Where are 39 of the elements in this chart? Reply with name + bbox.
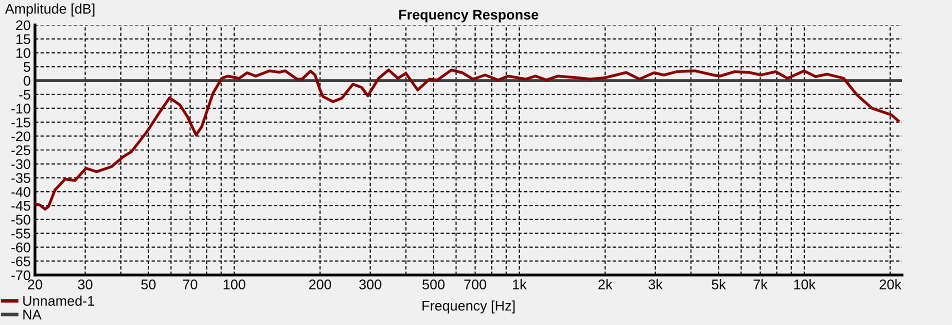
x-tick-label: 100 (224, 280, 246, 290)
y-tick-label: 15 (16, 34, 30, 44)
y-tick-label: -15 (11, 118, 30, 128)
y-tick-label: -60 (11, 242, 30, 252)
x-tick-label: 5k (712, 279, 726, 290)
x-tick-label: 3k (648, 279, 663, 290)
y-tick-label: -40 (11, 187, 30, 197)
x-tick-label: 1k (513, 279, 527, 290)
x-axis-title: Frequency [Hz] (422, 300, 515, 314)
y-tick-label: -25 (11, 145, 30, 156)
legend-label: Unnamed-1 (23, 296, 94, 306)
legend-label: NA (23, 310, 42, 320)
y-axis-title: Amplitude [dB] (5, 4, 94, 16)
x-tick-label: 2k (598, 279, 612, 290)
x-tick-label: 50 (141, 280, 156, 290)
x-tick-label: 700 (464, 280, 486, 290)
x-tick-label: 200 (309, 280, 332, 290)
x-tick-label: 300 (359, 280, 382, 290)
y-tick-label: -5 (19, 90, 30, 100)
x-tick-label: 500 (422, 280, 445, 290)
y-tick-label: 10 (16, 48, 30, 58)
y-tick-label: -55 (11, 228, 30, 239)
y-tick-label: -30 (11, 159, 30, 170)
y-tick-label: -65 (11, 256, 30, 266)
y-tick-label: -50 (11, 214, 30, 225)
y-tick-label: -10 (11, 104, 30, 114)
x-tick-label: 10k (794, 279, 816, 290)
y-tick-label: -70 (11, 270, 30, 280)
x-tick-label: 70 (183, 280, 198, 290)
y-tick-label: -45 (11, 201, 30, 211)
y-tick-label: 5 (24, 62, 30, 72)
y-tick-label: -35 (11, 173, 30, 183)
x-tick-label: 20k (880, 279, 902, 290)
chart-title: Frequency Response (399, 10, 538, 22)
y-tick-label: -20 (11, 131, 30, 142)
y-tick-label: 0 (24, 76, 30, 86)
x-tick-label: 30 (78, 280, 92, 290)
x-tick-label: 7k (754, 279, 768, 290)
y-tick-label: 20 (16, 20, 30, 30)
